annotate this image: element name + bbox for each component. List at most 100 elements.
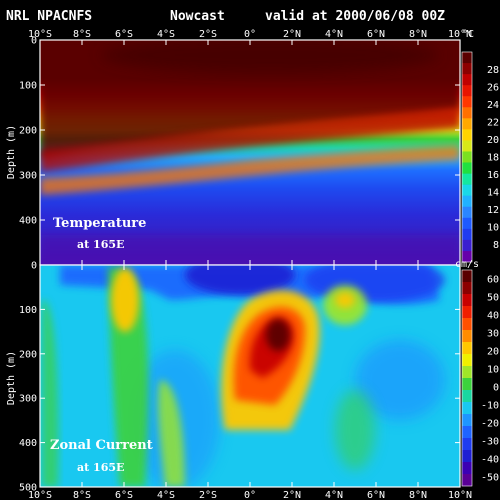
colorbar-tick-label: 0 — [493, 383, 499, 394]
x-tick-label: 2°S — [199, 29, 217, 40]
y-tick-label: 400 — [19, 216, 37, 227]
x-tick-label: 8°S — [73, 29, 91, 40]
temperature-ylabel: Depth (m) — [6, 125, 17, 179]
x-tick-label: 6°N — [367, 29, 385, 40]
colorbar-tick-label: 10 — [487, 365, 499, 376]
colorbar-swatch — [462, 85, 472, 97]
colorbar-tick-label: 8 — [493, 240, 499, 251]
y-tick-label: 400 — [19, 438, 37, 449]
zonal-current-panel: Zonal Current at 165E cm/s Depth (m) 10°… — [6, 259, 499, 500]
colorbar-tick-label: -50 — [481, 473, 499, 484]
colorbar-tick-label: 28 — [487, 65, 499, 76]
temperature-panel: Temperature at 165E °C Depth (m) 10°S 8°S… — [6, 29, 499, 266]
colorbar-swatch — [462, 438, 472, 451]
colorbar-swatch — [462, 140, 472, 152]
colorbar-swatch — [462, 195, 472, 208]
product-name: Nowcast — [170, 9, 225, 24]
colorbar-tick-label: 60 — [487, 275, 499, 286]
colorbar-swatch — [462, 173, 472, 185]
surface-maximum — [100, 40, 440, 73]
colorbar-tick-label: 50 — [487, 293, 499, 304]
x-tick-label: 8°N — [409, 29, 427, 40]
zonal-units: cm/s — [455, 259, 479, 270]
temperature-units: °C — [462, 29, 474, 40]
y-tick-label: 500 — [19, 483, 37, 494]
colorbar-tick-label: 20 — [487, 135, 499, 146]
colorbar-swatch — [462, 96, 472, 108]
x-tick-label: 4°S — [157, 29, 175, 40]
zonal-label: Zonal Current — [50, 438, 153, 453]
colorbar-swatch — [462, 366, 472, 379]
y-tick-label: 100 — [19, 305, 37, 316]
colorbar-swatch — [462, 129, 472, 141]
x-tick-label: 10°N — [448, 490, 472, 500]
y-tick-label: 200 — [19, 349, 37, 360]
model-name: NRL NPACNFS — [6, 9, 92, 24]
colorbar-tick-label: 30 — [487, 329, 499, 340]
colorbar-tick-label: 40 — [487, 311, 499, 322]
y-tick-label: 0 — [31, 261, 37, 272]
colorbar-swatch — [462, 294, 472, 307]
x-tick-label: 6°S — [115, 29, 133, 40]
colorbar-swatch — [462, 330, 472, 343]
colorbar-tick-label: 18 — [487, 153, 499, 164]
y-tick-label: 300 — [19, 394, 37, 405]
colorbar-swatch — [462, 282, 472, 295]
colorbar-swatch — [462, 270, 472, 283]
colorbar-tick-label: -40 — [481, 455, 499, 466]
valid-time: valid at 2000/06/08 00Z — [265, 9, 445, 24]
colorbar-swatch — [462, 426, 472, 439]
colorbar-swatch — [462, 206, 472, 219]
colorbar-tick-label: 10 — [487, 223, 499, 234]
colorbar-swatch — [462, 474, 472, 487]
zonal-colorbar: 60 50 40 30 20 10 0 -10 -20 -30 -40 -50 — [461, 269, 499, 487]
zonal-ylabel: Depth (m) — [6, 351, 17, 405]
colorbar-swatch — [462, 414, 472, 427]
westward-core — [185, 265, 295, 295]
north-eastward-core — [335, 292, 355, 308]
colorbar-swatch — [462, 184, 472, 196]
x-tick-label: 10°N — [448, 29, 472, 40]
colorbar-swatch — [462, 63, 472, 75]
y-tick-label: 0 — [31, 36, 37, 47]
colorbar-tick-label: 22 — [487, 118, 499, 129]
x-tick-label: 4°S — [157, 490, 175, 500]
y-tick-label: 100 — [19, 81, 37, 92]
colorbar-swatch — [462, 52, 472, 64]
x-tick-label: 6°S — [115, 490, 133, 500]
zonal-y-ticks: 0 100 200 300 400 500 — [19, 261, 460, 494]
colorbar-swatch — [462, 162, 472, 174]
colorbar-frame — [461, 269, 473, 487]
colorbar-tick-label: -30 — [481, 437, 499, 448]
temperature-colorbar: 8 10 12 14 16 18 20 22 24 26 28 — [461, 51, 499, 263]
colorbar-swatch — [462, 402, 472, 415]
colorbar-swatch — [462, 354, 472, 367]
eastward-edge-south — [42, 300, 59, 487]
colorbar-tick-label: 14 — [487, 188, 499, 199]
temperature-label: Temperature — [53, 216, 146, 231]
colorbar-tick-label: -10 — [481, 401, 499, 412]
undercurrent-core — [266, 319, 290, 351]
colorbar-tick-label: 12 — [487, 205, 499, 216]
x-tick-label: 10°S — [28, 490, 52, 500]
x-tick-label: 4°N — [325, 29, 343, 40]
colorbar-swatch — [462, 74, 472, 86]
x-tick-label: 2°N — [283, 29, 301, 40]
colorbar-swatch — [462, 217, 472, 230]
colorbar-swatch — [462, 107, 472, 119]
x-tick-label: 4°N — [325, 490, 343, 500]
colorbar-swatch — [462, 390, 472, 403]
colorbar-frame — [461, 51, 473, 263]
colorbar-swatch — [462, 118, 472, 130]
x-tick-label: 2°S — [199, 490, 217, 500]
westward-deep-north — [355, 340, 445, 420]
zonal-sublabel: at 165E — [77, 461, 124, 474]
x-tick-label: 2°N — [283, 490, 301, 500]
x-tick-label: 8°N — [409, 490, 427, 500]
x-tick-label: 0° — [244, 490, 256, 500]
y-tick-label: 200 — [19, 126, 37, 137]
eastward-deep-column — [157, 380, 185, 487]
thermocline-mid — [40, 145, 460, 195]
colorbar-swatch — [462, 250, 472, 263]
x-tick-label: 8°S — [73, 490, 91, 500]
